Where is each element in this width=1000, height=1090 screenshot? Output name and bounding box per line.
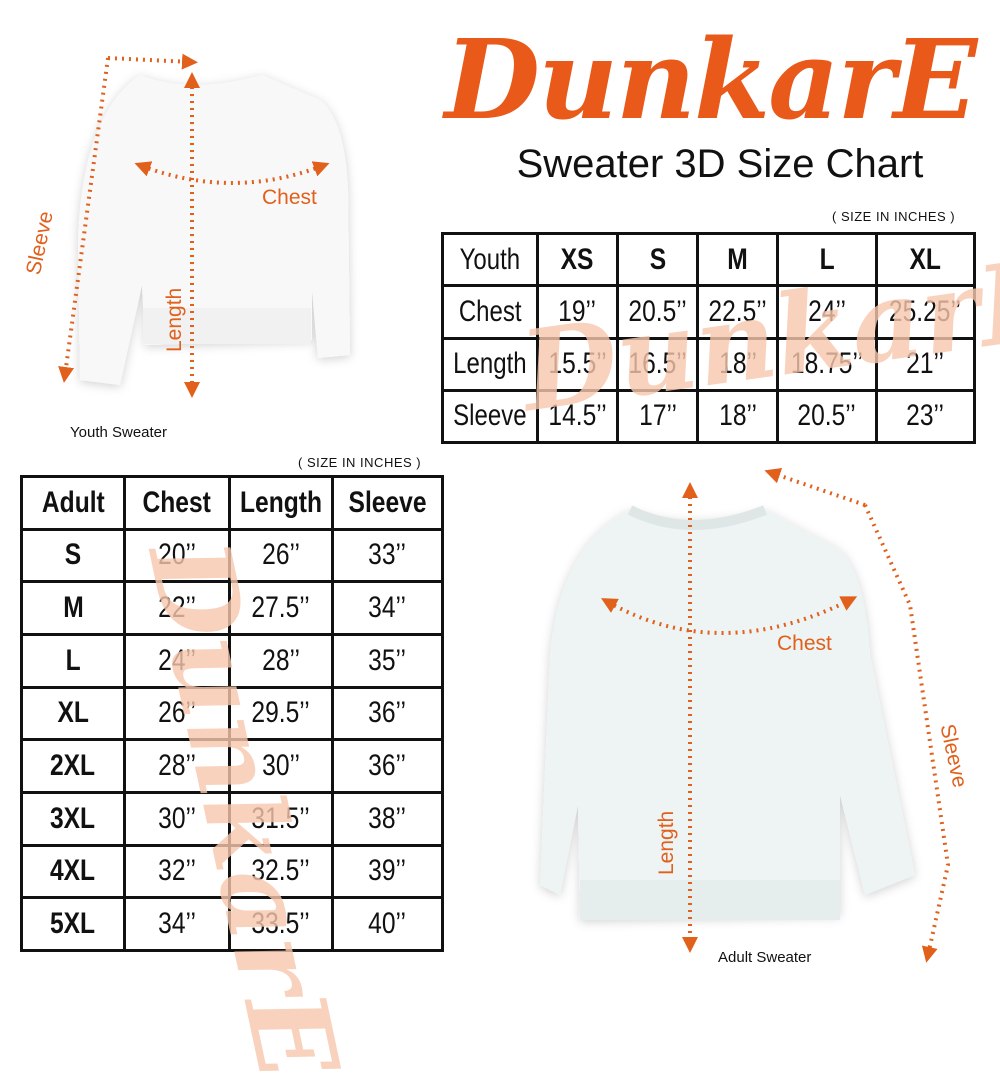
table-row: 5XL 34’’ 33.5’’ 40’’ xyxy=(20,896,444,952)
row-label: 3XL xyxy=(50,801,96,835)
adult-length-label: Length xyxy=(655,810,678,875)
youth-length-label: Length xyxy=(163,287,186,352)
table-cell: 20.5’’ xyxy=(628,294,687,328)
table-cell: 26’’ xyxy=(262,538,300,572)
row-label: Sleeve xyxy=(453,399,527,433)
table-cell: 32.5’’ xyxy=(251,854,311,888)
table-cell: 36’’ xyxy=(368,749,407,783)
row-label: 5XL xyxy=(50,907,96,941)
header-cell: M xyxy=(727,242,749,276)
youth-chest-label: Chest xyxy=(262,186,317,209)
row-label: 2XL xyxy=(50,749,96,783)
table-row: Sleeve 14.5’’ 17’’ 18’’ 20.5’’ 23’’ xyxy=(441,388,977,445)
row-label: S xyxy=(64,538,82,572)
row-label: 4XL xyxy=(50,854,96,888)
table-row: XL 26’’ 29.5’’ 36’’ xyxy=(20,685,444,742)
row-label: M xyxy=(62,591,84,625)
table-cell: 36’’ xyxy=(368,696,407,730)
table-cell: 33.5’’ xyxy=(251,907,311,941)
table-cell: 25.25’’ xyxy=(889,294,962,328)
table-row: L 24’’ 28’’ 35’’ xyxy=(20,632,444,689)
table-cell: 24’’ xyxy=(158,643,196,677)
table-header-row: Adult Chest Length Sleeve xyxy=(20,475,444,531)
table-cell: 28’’ xyxy=(262,643,300,677)
header-cell: Youth xyxy=(459,242,521,276)
table-row: S 20’’ 26’’ 33’’ xyxy=(20,527,444,584)
header-cell: XS xyxy=(560,242,594,276)
table-cell: 35’’ xyxy=(368,643,407,677)
table-cell: 33’’ xyxy=(368,538,407,572)
table-cell: 30’’ xyxy=(262,749,300,783)
adult-chest-label: Chest xyxy=(777,632,832,655)
table-cell: 18’’ xyxy=(718,399,757,433)
youth-size-table: Youth XS S M L XL Chest 19’’ 20.5’’ 22.5… xyxy=(441,231,977,445)
table-cell: 23’’ xyxy=(906,399,945,433)
row-label: L xyxy=(65,643,81,677)
table-cell: 19’’ xyxy=(558,294,597,328)
youth-unit-note: ( SIZE IN INCHES ) xyxy=(832,209,956,224)
table-cell: 26’’ xyxy=(158,696,196,730)
table-cell: 17’’ xyxy=(638,399,677,433)
table-cell: 38’’ xyxy=(368,801,407,835)
adult-unit-note: ( SIZE IN INCHES ) xyxy=(298,455,422,470)
header-cell: Length xyxy=(239,485,322,519)
table-row: 3XL 30’’ 31.5’’ 38’’ xyxy=(20,790,444,847)
table-cell: 22.5’’ xyxy=(708,294,767,328)
table-cell: 14.5’’ xyxy=(548,399,607,433)
header-cell: S xyxy=(649,242,666,276)
table-cell: 22’’ xyxy=(158,591,196,625)
table-header-row: Youth XS S M L XL xyxy=(441,231,977,288)
table-cell: 24’’ xyxy=(808,294,846,328)
header-cell: Sleeve xyxy=(348,485,427,519)
table-cell: 34’’ xyxy=(368,591,407,625)
brand-logo: DunkarE xyxy=(444,15,978,144)
header-cell: XL xyxy=(909,242,942,276)
table-cell: 29.5’’ xyxy=(251,696,311,730)
table-cell: 20.5’’ xyxy=(797,399,857,433)
adult-size-table: Adult Chest Length Sleeve S 20’’ 26’’ 33’’ M… xyxy=(20,475,444,952)
adult-sweater-illustration xyxy=(540,468,951,963)
table-cell: 28’’ xyxy=(158,749,196,783)
page-title: Sweater 3D Size Chart xyxy=(516,142,924,186)
table-cell: 18’’ xyxy=(718,347,757,381)
youth-sweater-illustration xyxy=(58,53,350,398)
table-cell: 16.5’’ xyxy=(628,347,687,381)
youth-caption: Youth Sweater xyxy=(70,424,168,441)
table-row: Chest 19’’ 20.5’’ 22.5’’ 24’’ 25.25’’ xyxy=(441,284,977,340)
table-cell: 34’’ xyxy=(158,907,196,941)
table-cell: 31.5’’ xyxy=(251,801,311,835)
table-row: Length 15.5’’ 16.5’’ 18’’ 18.75’’ 21’’ xyxy=(441,336,977,392)
table-cell: 27.5’’ xyxy=(251,591,311,625)
table-cell: 32’’ xyxy=(158,854,196,888)
table-row: 2XL 28’’ 30’’ 36’’ xyxy=(20,738,444,794)
row-label: Chest xyxy=(458,294,522,328)
row-label: XL xyxy=(57,696,89,730)
table-cell: 18.75’’ xyxy=(791,347,864,381)
table-cell: 15.5’’ xyxy=(548,347,607,381)
table-cell: 21’’ xyxy=(906,347,945,381)
table-row: M 22’’ 27.5’’ 34’’ xyxy=(20,580,444,636)
table-cell: 30’’ xyxy=(158,801,196,835)
header-cell: Adult xyxy=(41,485,105,519)
header-cell: Chest xyxy=(142,485,212,519)
table-row: 4XL 32’’ 32.5’’ 39’’ xyxy=(20,843,444,900)
table-cell: 40’’ xyxy=(368,907,407,941)
header-cell: L xyxy=(819,242,835,276)
table-cell: 20’’ xyxy=(158,538,196,572)
table-cell: 39’’ xyxy=(368,854,407,888)
adult-caption: Adult Sweater xyxy=(718,949,812,966)
row-label: Length xyxy=(453,347,527,381)
